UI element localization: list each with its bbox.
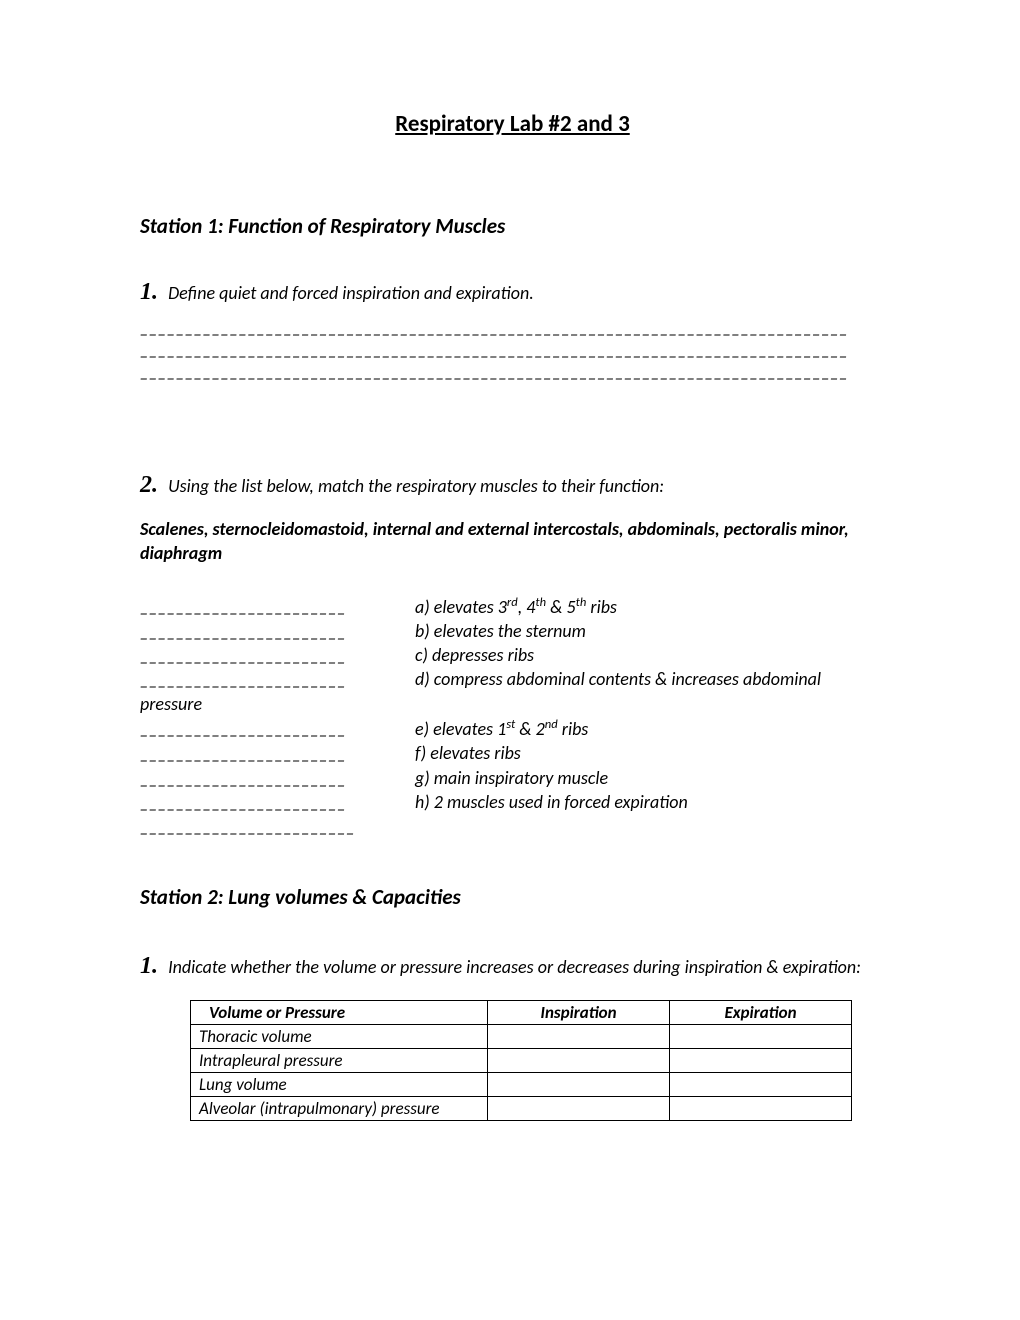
match-blank[interactable]: ________________________ xyxy=(140,814,415,838)
match-option-b: b) elevates the sternum xyxy=(415,619,885,643)
station2-q1: 1. Indicate whether the volume or pressu… xyxy=(140,950,885,982)
match-row-d: _______________________ d) compress abdo… xyxy=(140,667,885,691)
match-option-d: d) compress abdominal contents & increas… xyxy=(415,667,885,691)
match-row-b: _______________________ b) elevates the … xyxy=(140,619,885,643)
match-option-a: a) elevates 3rd, 4th & 5th ribs xyxy=(415,594,885,619)
table-row: Intrapleural pressure xyxy=(191,1048,852,1072)
pressure-continuation: pressure xyxy=(140,692,885,716)
s2-q1-text: Indicate whether the volume or pressure … xyxy=(168,956,861,978)
cell-inspiration[interactable] xyxy=(488,1096,670,1120)
answer-blank-line[interactable]: ________________________________________… xyxy=(140,360,885,382)
station2-heading: Station 2: Lung volumes & Capacities xyxy=(140,884,885,910)
match-row-c: _______________________ c) depresses rib… xyxy=(140,643,885,667)
station1-q1: 1. Define quiet and forced inspiration a… xyxy=(140,279,885,306)
match-option-e: e) elevates 1st & 2nd ribs xyxy=(415,716,885,741)
match-blank[interactable]: _______________________ xyxy=(140,619,415,643)
row-label: Alveolar (intrapulmonary) pressure xyxy=(191,1096,488,1120)
match-row-a: _______________________ a) elevates 3rd,… xyxy=(140,594,885,619)
table-row: Alveolar (intrapulmonary) pressure xyxy=(191,1096,852,1120)
row-label: Intrapleural pressure xyxy=(191,1048,488,1072)
match-row-e: _______________________ e) elevates 1st … xyxy=(140,716,885,741)
s2-q1-number: 1. xyxy=(140,953,158,979)
cell-expiration[interactable] xyxy=(670,1072,852,1096)
match-blank[interactable]: _______________________ xyxy=(140,766,415,790)
station1-q2: 2. Using the list below, match the respi… xyxy=(140,472,885,499)
station1-heading: Station 1: Function of Respiratory Muscl… xyxy=(140,213,885,239)
volume-pressure-table: Volume or Pressure Inspiration Expiratio… xyxy=(190,1000,852,1121)
cell-expiration[interactable] xyxy=(670,1096,852,1120)
row-label: Lung volume xyxy=(191,1072,488,1096)
match-blank[interactable]: _______________________ xyxy=(140,643,415,667)
match-row-h: _______________________ h) 2 muscles use… xyxy=(140,790,885,814)
table-row: Thoracic volume xyxy=(191,1024,852,1048)
cell-inspiration[interactable] xyxy=(488,1048,670,1072)
answer-blank-line[interactable]: ________________________________________… xyxy=(140,316,885,338)
match-blank[interactable]: _______________________ xyxy=(140,716,415,741)
q2-number: 2. xyxy=(140,472,158,498)
match-blank[interactable]: _______________________ xyxy=(140,790,415,814)
muscles-list: Scalenes, sternocleidomastoid, internal … xyxy=(140,517,885,566)
cell-expiration[interactable] xyxy=(670,1024,852,1048)
header-expiration: Expiration xyxy=(670,1000,852,1024)
match-blank[interactable]: _______________________ xyxy=(140,594,415,619)
q2-text: Using the list below, match the respirat… xyxy=(168,475,664,497)
match-row-g: _______________________ g) main inspirat… xyxy=(140,766,885,790)
header-volume-pressure: Volume or Pressure xyxy=(191,1000,488,1024)
cell-expiration[interactable] xyxy=(670,1048,852,1072)
table-header-row: Volume or Pressure Inspiration Expiratio… xyxy=(191,1000,852,1024)
match-blank[interactable]: _______________________ xyxy=(140,741,415,765)
page-title: Respiratory Lab #2 and 3 xyxy=(140,110,885,138)
match-option-f: f) elevates ribs xyxy=(415,741,885,765)
match-row-f: _______________________ f) elevates ribs xyxy=(140,741,885,765)
cell-inspiration[interactable] xyxy=(488,1024,670,1048)
match-option-c: c) depresses ribs xyxy=(415,643,885,667)
page: Respiratory Lab #2 and 3 Station 1: Func… xyxy=(0,0,1020,1181)
q1-number: 1. xyxy=(140,279,158,305)
match-option-h: h) 2 muscles used in forced expiration xyxy=(415,790,885,814)
q1-text: Define quiet and forced inspiration and … xyxy=(168,282,534,304)
row-label: Thoracic volume xyxy=(191,1024,488,1048)
table-row: Lung volume xyxy=(191,1072,852,1096)
answer-blank-line[interactable]: ________________________________________… xyxy=(140,338,885,360)
cell-inspiration[interactable] xyxy=(488,1072,670,1096)
header-inspiration: Inspiration xyxy=(488,1000,670,1024)
match-row-extra: ________________________ xyxy=(140,814,885,838)
match-blank[interactable]: _______________________ xyxy=(140,667,415,691)
match-option-g: g) main inspiratory muscle xyxy=(415,766,885,790)
